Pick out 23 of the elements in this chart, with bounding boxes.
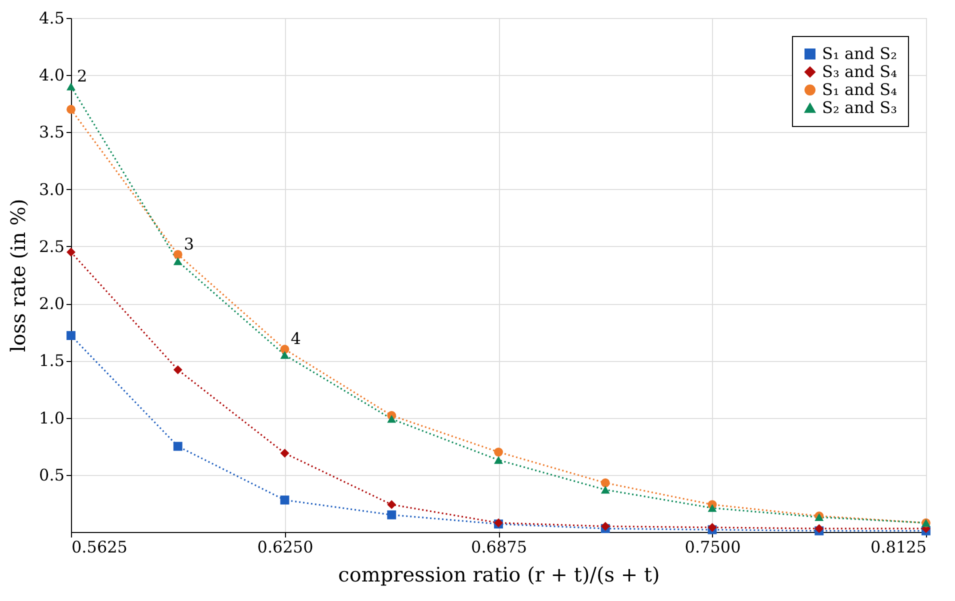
y-tick-label: 4.5 (39, 8, 64, 28)
y-tick-label: 2.0 (39, 294, 64, 314)
legend-label: S₃ and S₄ (822, 62, 898, 81)
x-tick-label: 0.6875 (471, 538, 527, 556)
annotation: 2 (77, 66, 88, 86)
y-tick-label: 1.5 (39, 351, 64, 370)
legend-label: S₂ and S₃ (822, 98, 898, 117)
x-tick-label: 0.6250 (257, 538, 314, 556)
x-tick-label: 0.8125 (870, 538, 926, 556)
y-axis-title: loss rate (in %) (6, 198, 30, 352)
y-tick-label: 1.0 (39, 408, 64, 428)
y-tick-label: 3.0 (39, 180, 64, 199)
y-tick-label: 4.0 (39, 66, 64, 85)
annotation: 3 (184, 234, 194, 254)
legend-label: S₁ and S₄ (822, 80, 898, 99)
annotation: 4 (290, 329, 301, 348)
y-tick-label: 3.5 (39, 122, 64, 142)
x-axis-title: compression ratio (r + t)/(s + t) (338, 562, 660, 586)
x-tick-label: 0.7500 (684, 538, 741, 556)
legend-label: S₁ and S₂ (822, 44, 898, 63)
y-tick-label: 0.5 (39, 465, 64, 484)
x-tick-label: 0.5625 (72, 538, 128, 556)
y-tick-label: 2.5 (39, 236, 64, 256)
